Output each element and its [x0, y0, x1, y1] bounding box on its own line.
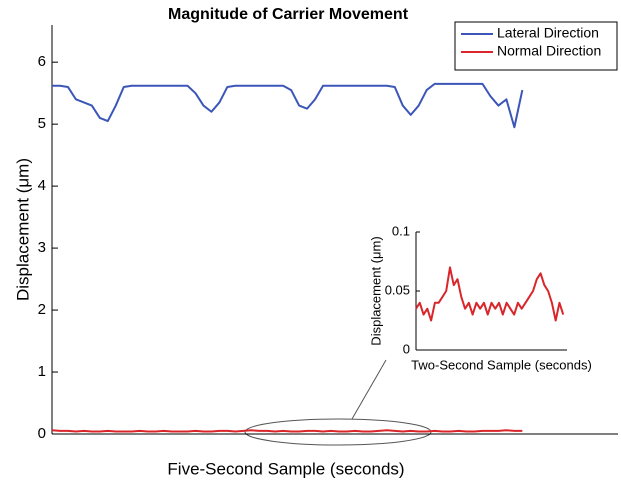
y-axis-label: Displacement (μm)	[13, 158, 32, 301]
series-line	[52, 82, 524, 129]
y-tick-label: 4	[38, 177, 46, 194]
y-tick-label: 2	[38, 301, 46, 318]
zoom-pointer	[351, 359, 387, 420]
series-line	[415, 266, 565, 322]
x-axis-label: Two-Second Sample (seconds)	[411, 357, 592, 372]
series-line	[51, 429, 523, 433]
y-axis-label: Displacement (μm)	[368, 236, 383, 345]
legend-box	[454, 21, 618, 71]
y-tick-label: 0.05	[385, 282, 410, 297]
legend-label: Lateral Direction	[497, 25, 599, 41]
y-tick-label: 5	[38, 115, 46, 132]
y-tick-label: 3	[38, 239, 46, 256]
legend-label: Normal Direction	[497, 43, 601, 59]
x-axis-label: Five-Second Sample (seconds)	[167, 459, 404, 478]
y-tick-label: 0	[38, 425, 46, 442]
y-tick-label: 0.1	[392, 223, 410, 238]
y-tick-label: 0	[403, 341, 410, 356]
y-tick-label: 1	[38, 363, 46, 380]
y-tick-label: 6	[38, 53, 46, 70]
chart-title: Magnitude of Carrier Movement	[168, 6, 409, 23]
